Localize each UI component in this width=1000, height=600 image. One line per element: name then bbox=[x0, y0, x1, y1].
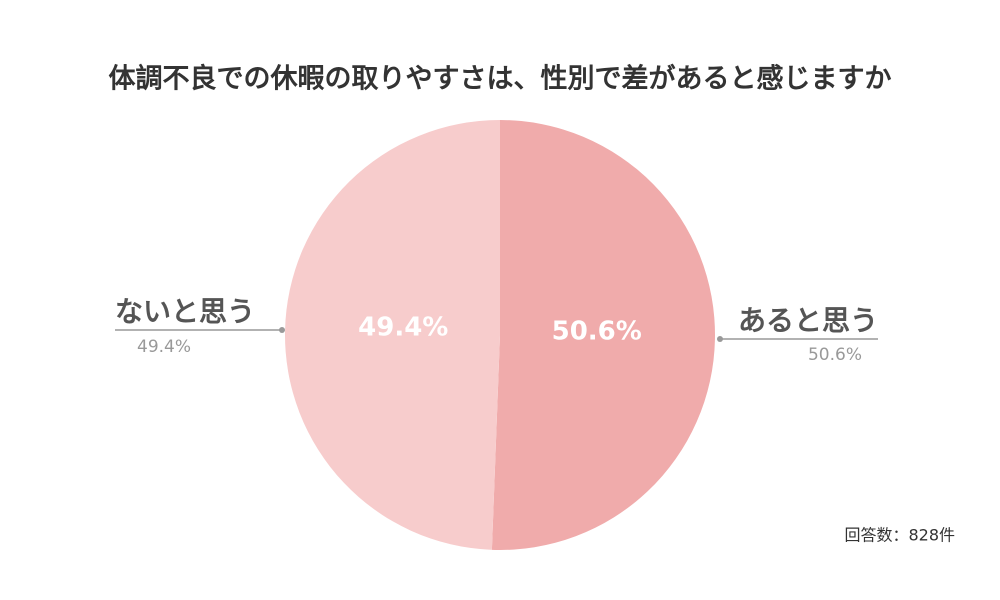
annotation: 回答数：828件 bbox=[844, 526, 955, 545]
outside-value-label: 50.6% bbox=[808, 345, 862, 365]
data-label: 49.4% bbox=[358, 313, 448, 343]
chart-title: 体調不良での休暇の取りやすさは、性別で差があると感じますか bbox=[109, 63, 892, 95]
pie-slice bbox=[284, 120, 500, 550]
category-label: ないと思う bbox=[115, 295, 255, 328]
pie-slice bbox=[491, 120, 715, 550]
leader-dot bbox=[279, 327, 285, 333]
leader-dot bbox=[717, 336, 723, 342]
outside-value-label: 49.4% bbox=[137, 337, 191, 357]
category-label: あると思う bbox=[738, 304, 878, 337]
data-label: 50.6% bbox=[552, 316, 642, 346]
